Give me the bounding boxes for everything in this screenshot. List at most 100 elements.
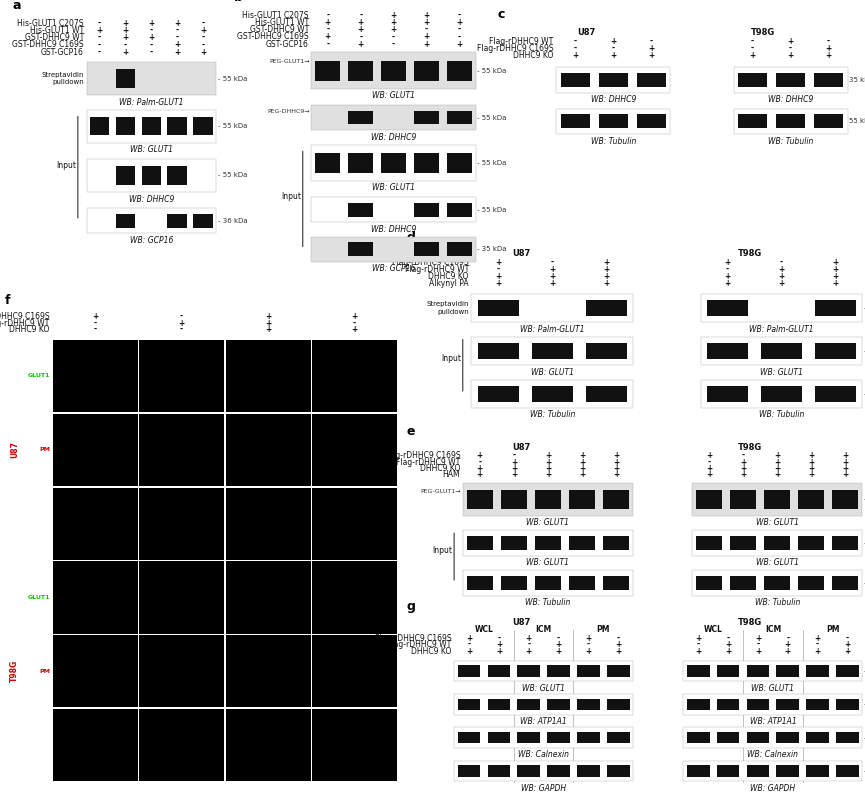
Polygon shape bbox=[260, 580, 294, 627]
Text: +: + bbox=[510, 457, 517, 467]
Text: GST-DHHC9 C169S: GST-DHHC9 C169S bbox=[237, 33, 309, 41]
Text: -: - bbox=[202, 40, 205, 49]
Text: +: + bbox=[148, 33, 155, 42]
Text: -: - bbox=[751, 37, 754, 46]
Polygon shape bbox=[346, 359, 381, 406]
Text: -: - bbox=[392, 33, 395, 41]
Text: +: + bbox=[423, 18, 430, 27]
Text: -: - bbox=[650, 37, 653, 46]
Text: -: - bbox=[846, 634, 849, 643]
Text: +: + bbox=[774, 451, 780, 461]
Text: +: + bbox=[357, 25, 364, 34]
Text: +: + bbox=[808, 464, 815, 473]
Polygon shape bbox=[173, 359, 208, 406]
Text: +: + bbox=[477, 470, 483, 480]
Text: WB: GCP16: WB: GCP16 bbox=[372, 264, 415, 273]
Text: GLUT1: GLUT1 bbox=[28, 373, 50, 379]
Polygon shape bbox=[327, 496, 362, 543]
Text: +: + bbox=[725, 640, 731, 649]
Text: +: + bbox=[613, 457, 619, 467]
Text: +: + bbox=[122, 33, 129, 42]
Text: - 55 kDa: - 55 kDa bbox=[864, 391, 865, 397]
Text: +: + bbox=[174, 19, 181, 28]
Text: GST-DHHC9 WT: GST-DHHC9 WT bbox=[25, 33, 84, 42]
Polygon shape bbox=[252, 734, 264, 748]
Text: T98G: T98G bbox=[738, 618, 763, 626]
Text: -: - bbox=[326, 11, 330, 20]
Text: U87: U87 bbox=[577, 28, 595, 37]
Text: - 55 kDa: - 55 kDa bbox=[218, 123, 247, 129]
Text: WB: Tubulin: WB: Tubulin bbox=[591, 137, 636, 145]
Text: - 55 kDa: - 55 kDa bbox=[218, 75, 247, 82]
Text: WB: Palm-GLUT1: WB: Palm-GLUT1 bbox=[119, 98, 183, 106]
Text: +: + bbox=[178, 318, 185, 328]
Text: -: - bbox=[751, 44, 754, 53]
Text: +: + bbox=[496, 646, 502, 656]
Text: -: - bbox=[586, 640, 590, 649]
Text: - 35 kDa: - 35 kDa bbox=[477, 246, 507, 252]
Text: +: + bbox=[695, 634, 702, 643]
Text: WB: GLUT1: WB: GLUT1 bbox=[372, 91, 415, 100]
Polygon shape bbox=[173, 507, 208, 553]
Text: -: - bbox=[478, 457, 482, 467]
Text: +: + bbox=[549, 272, 555, 281]
Text: -: - bbox=[176, 26, 179, 35]
Text: - 55 kDa: - 55 kDa bbox=[477, 160, 507, 166]
Polygon shape bbox=[154, 718, 189, 765]
Text: - 55 kDa: - 55 kDa bbox=[477, 67, 507, 74]
Text: +: + bbox=[265, 318, 272, 328]
Polygon shape bbox=[346, 580, 381, 627]
Text: GLUT1: GLUT1 bbox=[28, 595, 50, 600]
Text: +: + bbox=[725, 646, 731, 656]
Text: WB: ATP1A1: WB: ATP1A1 bbox=[749, 717, 797, 726]
Text: Input: Input bbox=[281, 192, 301, 202]
Text: WB: GLUT1: WB: GLUT1 bbox=[372, 183, 415, 192]
Text: +: + bbox=[785, 640, 791, 649]
Text: WB: GLUT1: WB: GLUT1 bbox=[522, 684, 565, 692]
Text: +: + bbox=[526, 646, 532, 656]
Text: -: - bbox=[816, 640, 819, 649]
Text: Streptavidin
pulldown: Streptavidin pulldown bbox=[42, 71, 84, 86]
Text: WCL: WCL bbox=[475, 625, 493, 634]
Text: WB: GAPDH: WB: GAPDH bbox=[750, 784, 796, 792]
Text: +: + bbox=[749, 52, 756, 60]
Text: +: + bbox=[579, 464, 586, 473]
Text: +: + bbox=[466, 646, 472, 656]
Text: +: + bbox=[265, 312, 272, 322]
Text: -: - bbox=[696, 640, 700, 649]
Text: -: - bbox=[467, 640, 471, 649]
Text: -: - bbox=[527, 640, 530, 649]
Text: WB: GLUT1: WB: GLUT1 bbox=[756, 518, 798, 527]
Text: WB: Tubulin: WB: Tubulin bbox=[754, 598, 800, 607]
Polygon shape bbox=[86, 728, 121, 775]
Text: -: - bbox=[150, 48, 153, 56]
Text: U87: U87 bbox=[512, 249, 530, 257]
Text: +: + bbox=[613, 464, 619, 473]
Polygon shape bbox=[271, 523, 283, 537]
Text: -: - bbox=[98, 19, 101, 28]
Polygon shape bbox=[346, 728, 381, 775]
Text: -: - bbox=[359, 11, 362, 20]
Text: -: - bbox=[573, 44, 577, 53]
Text: +: + bbox=[545, 451, 551, 461]
Text: ICM: ICM bbox=[535, 625, 552, 634]
Text: +: + bbox=[695, 646, 702, 656]
Text: PM: PM bbox=[39, 669, 50, 674]
Text: +: + bbox=[603, 279, 609, 288]
Text: WB: GLUT1: WB: GLUT1 bbox=[752, 684, 794, 692]
Text: +: + bbox=[774, 457, 780, 467]
Text: -: - bbox=[708, 457, 711, 467]
Text: +: + bbox=[844, 646, 850, 656]
Polygon shape bbox=[327, 349, 362, 395]
Text: c: c bbox=[497, 9, 505, 21]
Text: U87: U87 bbox=[512, 618, 530, 626]
Text: -: - bbox=[827, 37, 830, 46]
Text: e: e bbox=[407, 426, 415, 438]
Text: +: + bbox=[603, 265, 609, 274]
Polygon shape bbox=[327, 570, 362, 617]
Polygon shape bbox=[357, 523, 369, 537]
Text: His-GLUT1 WT: His-GLUT1 WT bbox=[254, 18, 309, 27]
Polygon shape bbox=[86, 580, 121, 627]
Text: -: - bbox=[741, 451, 745, 461]
Text: +: + bbox=[832, 279, 838, 288]
